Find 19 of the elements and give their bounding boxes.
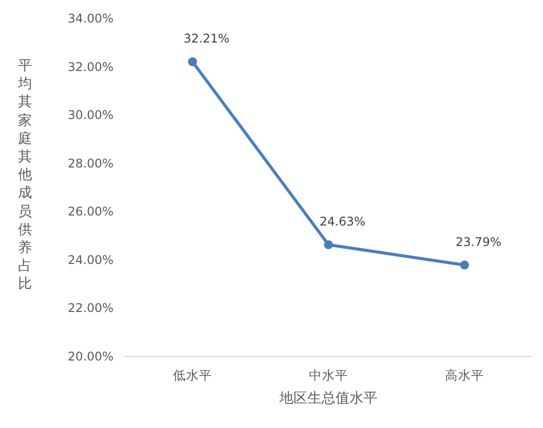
text: 平均其家庭其他成员供养占比 (18, 58, 32, 292)
y-tick-label: 20.00% (68, 350, 114, 364)
y-tick-label: 30.00% (68, 108, 114, 122)
point (324, 240, 333, 250)
x-tick-label: 高水平 (445, 368, 484, 382)
y-tick-label: 24.00% (68, 252, 114, 267)
y-tick-label: 22.00% (68, 301, 114, 316)
y-tick-label: 26.00% (68, 204, 114, 219)
x-tick-label: 中水平 (309, 368, 348, 382)
y-tick-label: 28.00% (68, 156, 114, 170)
point (188, 57, 197, 66)
x-tick-label: 低水平 (173, 368, 212, 382)
data-label: 32.21% (184, 32, 230, 46)
y-tick-label: 34.00% (68, 12, 114, 26)
x-axis-title: 地区生总值水平 (278, 390, 378, 406)
y-tick-label: 32.00% (68, 60, 114, 74)
data-label: 24.63% (320, 214, 366, 229)
data-label: 23.79% (456, 235, 502, 249)
point (460, 260, 469, 270)
